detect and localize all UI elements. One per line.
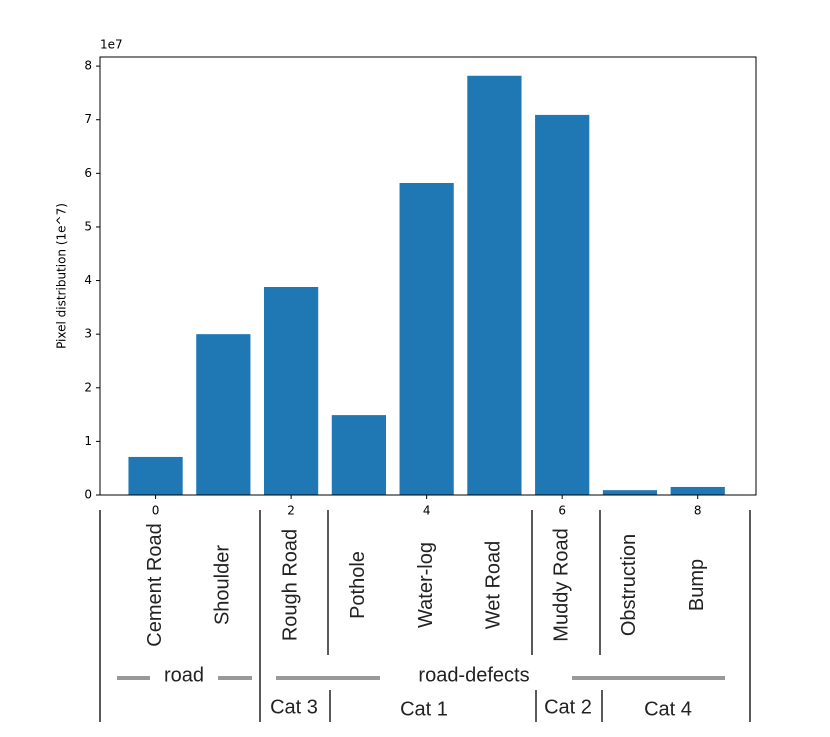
y-tick-label: 5: [84, 219, 92, 233]
subgroup-label: Cat 4: [644, 698, 692, 720]
bar: [196, 334, 251, 495]
category-label: Water-log: [415, 542, 437, 628]
bar: [331, 415, 386, 495]
subgroup-label: Cat 1: [400, 698, 448, 720]
y-axis-label: Pixel distribution (1e^7): [55, 203, 69, 349]
subgroup-label: Cat 2: [544, 696, 592, 718]
bar: [399, 182, 454, 496]
x-tick-label: 2: [287, 504, 295, 518]
subgroup-label: Cat 3: [270, 696, 318, 718]
y-tick-label: 3: [84, 327, 92, 341]
y-tick-label: 1: [84, 434, 92, 448]
y-tick-label: 2: [84, 380, 92, 394]
y-tick-label: 7: [84, 112, 92, 126]
bar: [602, 490, 658, 495]
x-tick-label: 0: [152, 504, 160, 518]
category-label: Cement Road: [144, 523, 166, 646]
group-label: road: [164, 664, 204, 686]
category-label: Bump: [686, 559, 708, 611]
bar: [264, 286, 319, 495]
category-label: Wet Road: [483, 541, 505, 630]
y-tick-label: 6: [84, 166, 92, 180]
x-tick-label: 8: [694, 504, 702, 518]
group-label: road-defects: [418, 664, 529, 686]
category-label: Shoulder: [212, 545, 234, 625]
x-tick-label: 6: [558, 504, 566, 518]
category-label: Rough Road: [279, 529, 301, 641]
bar: [128, 456, 183, 495]
y-tick-label: 8: [84, 59, 92, 73]
y-tick-label: 0: [84, 488, 92, 502]
separators: [99, 510, 751, 722]
bar: [535, 114, 590, 496]
offset-label: 1e7: [100, 38, 123, 52]
category-label: Pothole: [347, 551, 369, 619]
bar: [670, 486, 725, 495]
y-tick-label: 4: [84, 273, 92, 287]
bar: [467, 75, 522, 496]
category-label: Muddy Road: [550, 528, 572, 641]
plot-frame: [99, 56, 757, 496]
x-tick-label: 4: [423, 504, 431, 518]
category-label: Obstruction: [618, 534, 640, 636]
